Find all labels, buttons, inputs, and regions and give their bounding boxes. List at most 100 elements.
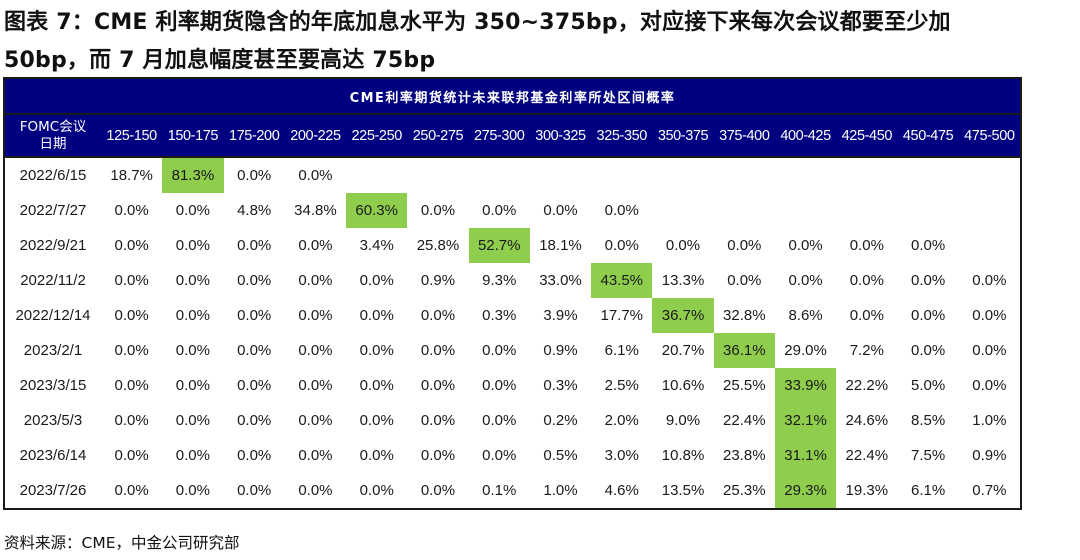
column-header-rate-range: 150-175 — [162, 114, 224, 158]
probability-cell: 0.0% — [910, 307, 946, 324]
probability-cell: 0.0% — [482, 342, 517, 359]
table-super-header: CME利率期货统计未来联邦基金利率所处区间概率 — [5, 79, 1020, 115]
probability-cell: 1.0% — [543, 482, 578, 499]
probability-cell — [652, 157, 713, 193]
probability-cell-highlighted: 32.1% — [774, 403, 837, 438]
column-header-rate-range: 175-200 — [223, 114, 285, 158]
probability-cell: 8.6% — [788, 307, 823, 324]
probability-cell: 7.5% — [910, 447, 946, 464]
probability-cell: 0.0% — [849, 307, 884, 324]
probability-cell-highlighted: 81.3% — [162, 157, 224, 193]
probability-cell: 0.0% — [175, 202, 210, 219]
column-header-rate-range: 350-375 — [652, 114, 714, 158]
probability-cell: 0.3% — [482, 307, 517, 324]
fomc-date-cell: 2022/12/14 — [15, 307, 91, 324]
probability-cell: 0.0% — [727, 237, 762, 254]
probability-cell — [652, 193, 713, 228]
fomc-date-cell: 2023/5/3 — [23, 412, 83, 429]
probability-cell: 0.9% — [420, 272, 456, 289]
probability-cell: 0.0% — [420, 342, 456, 359]
probability-cell: 0.0% — [972, 272, 1007, 289]
probability-cell — [346, 157, 407, 193]
probability-cell: 18.1% — [539, 237, 582, 254]
fomc-date-cell: 2022/6/15 — [19, 167, 87, 184]
probability-cell: 0.0% — [237, 307, 272, 324]
probability-cell: 0.0% — [114, 482, 149, 499]
figure-title: 图表 7：CME 利率期货隐含的年底加息水平为 350~375bp，对应接下来每… — [4, 4, 1080, 80]
probability-cell: 3.9% — [543, 307, 578, 324]
column-header-rate-range: 375-400 — [713, 114, 775, 158]
probability-cell: 0.5% — [543, 447, 578, 464]
probability-cell: 0.0% — [420, 447, 456, 464]
probability-cell: 18.7% — [110, 167, 153, 184]
probability-cell — [775, 193, 836, 228]
probability-cell: 0.0% — [298, 272, 333, 289]
probability-cell: 13.3% — [661, 272, 705, 289]
probability-cell: 0.0% — [298, 482, 333, 499]
probability-cell: 0.0% — [237, 237, 272, 254]
source-note: 资料来源：CME，中金公司研究部 — [4, 534, 240, 552]
probability-cell: 25.8% — [416, 237, 460, 254]
date-header-line-1: FOMC会议 — [19, 118, 87, 135]
table-row: 2022/11/2 0.0% 0.0% 0.0% 0.0% 0.0% 0.9% 9.3% 33.… — [5, 263, 1020, 298]
fed-funds-probability-table: CME利率期货统计未来联邦基金利率所处区间概率 FOMC会议 日期 125-15… — [5, 79, 1020, 508]
probability-cell-highlighted: 52.7% — [468, 228, 530, 263]
probability-cell-highlighted: 36.1% — [713, 333, 775, 368]
column-header-rate-range: 450-475 — [897, 114, 959, 158]
table-row: 2022/12/14 0.0% 0.0% 0.0% 0.0% 0.0% 0.0% 0.3% 3.… — [5, 298, 1020, 333]
probability-cell: 0.0% — [175, 237, 210, 254]
probability-cell: 22.4% — [845, 447, 889, 464]
probability-cell — [775, 157, 836, 193]
probability-cell: 0.0% — [237, 272, 272, 289]
probability-cell: 0.0% — [175, 307, 210, 324]
column-header-rate-range: 325-350 — [591, 114, 653, 158]
column-header-rate-range: 275-300 — [468, 114, 530, 158]
probability-cell: 0.0% — [543, 202, 578, 219]
probability-cell: 2.5% — [604, 377, 639, 394]
probability-table-container: CME利率期货统计未来联邦基金利率所处区间概率 FOMC会议 日期 125-15… — [3, 77, 1022, 510]
table-row: 2023/2/1 0.0% 0.0% 0.0% 0.0% 0.0% 0.0% 0.0% 0.9%… — [5, 333, 1020, 368]
probability-cell: 0.0% — [910, 237, 946, 254]
figure-title-line-1: 图表 7：CME 利率期货隐含的年底加息水平为 350~375bp，对应接下来每… — [4, 10, 951, 35]
table-super-header-row: CME利率期货统计未来联邦基金利率所处区间概率 — [5, 79, 1020, 115]
probability-cell: 0.1% — [482, 482, 517, 499]
probability-cell: 22.2% — [845, 377, 889, 394]
probability-cell — [407, 157, 468, 193]
probability-cell: 0.0% — [114, 202, 149, 219]
probability-cell: 0.7% — [972, 482, 1007, 499]
probability-cell: 0.2% — [543, 412, 578, 429]
probability-cell — [836, 193, 897, 228]
probability-cell: 3.0% — [604, 447, 639, 464]
probability-cell: 13.5% — [661, 482, 705, 499]
fomc-date-cell: 2023/6/14 — [19, 447, 87, 464]
probability-cell: 0.0% — [237, 482, 272, 499]
probability-cell: 1.0% — [972, 412, 1007, 429]
probability-cell: 34.8% — [294, 202, 337, 219]
fomc-date-cell: 2023/2/1 — [23, 342, 83, 359]
probability-cell: 0.0% — [910, 272, 946, 289]
probability-cell: 4.6% — [604, 482, 639, 499]
probability-cell: 0.0% — [114, 237, 149, 254]
probability-cell: 0.0% — [298, 377, 333, 394]
probability-cell: 0.0% — [237, 342, 272, 359]
probability-cell: 29.0% — [784, 342, 827, 359]
probability-cell: 0.0% — [359, 412, 394, 429]
fomc-date-cell: 2022/9/21 — [19, 237, 87, 254]
probability-cell: 24.6% — [845, 412, 889, 429]
probability-cell: 0.0% — [298, 412, 333, 429]
probability-cell: 0.0% — [359, 482, 394, 499]
probability-cell: 0.0% — [788, 272, 823, 289]
probability-cell: 10.8% — [661, 447, 705, 464]
probability-cell: 0.0% — [114, 342, 149, 359]
probability-cell: 5.0% — [910, 377, 946, 394]
probability-cell: 6.1% — [604, 342, 639, 359]
probability-cell: 0.0% — [175, 272, 210, 289]
fomc-date-cell: 2023/3/15 — [19, 377, 87, 394]
probability-cell: 8.5% — [910, 412, 946, 429]
probability-cell: 0.0% — [482, 202, 517, 219]
figure-title-line-2: 50bp，而 7 月加息幅度甚至要高达 75bp — [4, 48, 436, 73]
table-row: 2023/3/15 0.0% 0.0% 0.0% 0.0% 0.0% 0.0% 0.0% 0.3… — [5, 368, 1020, 403]
probability-cell: 0.0% — [237, 447, 272, 464]
probability-cell-highlighted: 33.9% — [774, 368, 837, 403]
probability-cell: 0.0% — [298, 167, 333, 184]
